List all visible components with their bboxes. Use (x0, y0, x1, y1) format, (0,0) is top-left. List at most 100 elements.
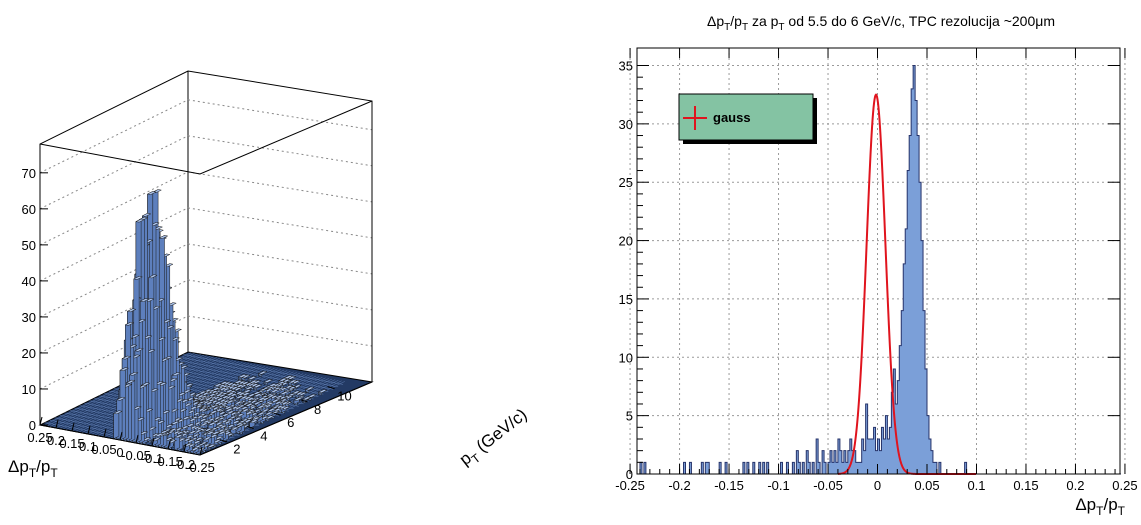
x-tick-9 (183, 443, 187, 453)
bar-face-side (113, 410, 120, 440)
wall-grid-line-1 (39, 315, 373, 390)
x-tick-10 (199, 446, 203, 456)
bar-face-top (257, 396, 268, 401)
bar-face-top (139, 298, 150, 302)
lego-bar (287, 379, 298, 387)
bar-face-top (225, 392, 236, 397)
x-tick-label-10: 0.25 (1112, 478, 1137, 493)
bar-face-top (293, 397, 304, 401)
bar-face-top (135, 218, 146, 223)
bar-face-top (234, 395, 245, 399)
bar-face-top (256, 404, 267, 409)
bar-face-top (198, 422, 209, 427)
bar-face-top (256, 411, 267, 416)
bar-face-top (192, 429, 203, 434)
x-tick-3 (87, 425, 91, 435)
y-tick-3d-4 (327, 386, 335, 390)
top-front-edges (39, 100, 373, 175)
x-tick-label-3d-7: -0.1 (141, 451, 163, 466)
bar-face-top (217, 430, 228, 435)
bar-face-top (279, 391, 290, 395)
x-tick-label-4: -0.05 (813, 478, 843, 493)
bar-face-top (252, 384, 263, 388)
y-tick-label-0: 0 (626, 467, 633, 482)
y-tick-label-1: 5 (626, 409, 633, 424)
z-tick-label-6: 60 (22, 202, 36, 217)
floor-line-w (168, 361, 329, 392)
histogram-plot: ΔpT/pT za pT od 5.5 do 6 GeV/c, TPC rezo… (615, 13, 1137, 518)
z-tick-label-4: 40 (22, 274, 36, 289)
bar-face-top (128, 371, 139, 376)
lego-bar (293, 396, 304, 406)
x-tick-label-3d-9: -0.2 (173, 457, 195, 472)
bar-face-top (237, 374, 248, 378)
x-tick-0 (39, 416, 43, 426)
bar-face-top (207, 421, 218, 426)
x-tick-2 (71, 422, 75, 432)
z-tick-label-5: 50 (22, 238, 36, 253)
y-tick-label-4: 20 (619, 234, 633, 249)
histogram-axes: -0.25 -0.2 -0.15 -0.1 -0.05 0 0.05 0.1 0.15 0.2 0.… (615, 48, 1138, 493)
y-tick-label-7: 35 (619, 59, 633, 74)
bar-face-top (278, 377, 289, 382)
bar-face-top (263, 411, 274, 416)
x-tick-6 (135, 434, 139, 444)
x-tick-label-8: 0.15 (1013, 478, 1038, 493)
bar-face-top (125, 379, 136, 384)
bar-face-top (304, 386, 315, 391)
legend: gauss (678, 93, 817, 144)
y-tick-3d-3 (300, 399, 308, 403)
y-tick-label-3d-2: 6 (287, 415, 294, 430)
x-tick-label-7: 0.1 (967, 478, 985, 493)
histogram-title: ΔpT/pT za pT od 5.5 do 6 GeV/c, TPC rezo… (707, 13, 1055, 33)
bar-face-top (244, 402, 255, 407)
bar-face-top (126, 308, 137, 313)
x-tick-label-3d-10: -0.25 (185, 460, 215, 475)
x-tick-label-0: -0.25 (615, 478, 645, 493)
z-tick-label-1: 10 (22, 382, 36, 397)
wall-grid-line-4 (39, 207, 373, 282)
bar-face-top (146, 191, 157, 195)
x-tick-label-9: 0.2 (1066, 478, 1084, 493)
floor-line-w (178, 356, 339, 388)
x-tick-label-3d-8: -0.15 (153, 454, 183, 469)
bar-face-top (116, 396, 127, 401)
bar-face-top (112, 410, 123, 415)
wall-grid-line-7 (39, 99, 373, 174)
lego-bar (263, 411, 274, 418)
lego-z-axis: 0 10 20 30 40 50 60 70 (22, 166, 48, 433)
wall-grid-line-5 (39, 171, 373, 246)
bar-face-top (206, 443, 217, 448)
x-tick-1 (55, 419, 59, 429)
z-tick-label-2: 20 (22, 346, 36, 361)
lego-bar (257, 370, 268, 377)
bar-face-top (154, 433, 165, 437)
histogram-frame (636, 47, 1121, 475)
wall-grid-line-6 (39, 135, 373, 210)
bar-face-top (269, 389, 280, 393)
bar-face-top (133, 276, 144, 280)
lego-bar (234, 394, 245, 402)
bar-face-top (224, 407, 235, 412)
lego-y-axis-title: pT (GeV/c) (456, 405, 533, 472)
bar-face-top (213, 383, 224, 387)
bar-face-top (134, 347, 145, 352)
x-tick-label-3d-1: 0.2 (47, 433, 65, 448)
lego-bar (304, 386, 315, 393)
lego-bar (317, 389, 328, 396)
bar-face-top (173, 434, 184, 439)
x-tick-7 (151, 437, 155, 447)
x-tick-label-2: -0.15 (714, 478, 744, 493)
z-tick-label-0: 0 (29, 418, 36, 433)
bar-face-top (170, 421, 181, 425)
floor-line-w (173, 359, 334, 390)
legend-entry: gauss (713, 110, 751, 125)
x-tick-label-3d-2: 0.15 (59, 436, 84, 451)
lego-y-axis: 2 4 6 8 10 (219, 386, 352, 457)
bar-face-top (229, 426, 240, 431)
bar-face-top (141, 213, 152, 217)
bar-face-top (257, 370, 268, 375)
bar-face-top (244, 386, 255, 390)
bar-face-top (294, 391, 305, 396)
